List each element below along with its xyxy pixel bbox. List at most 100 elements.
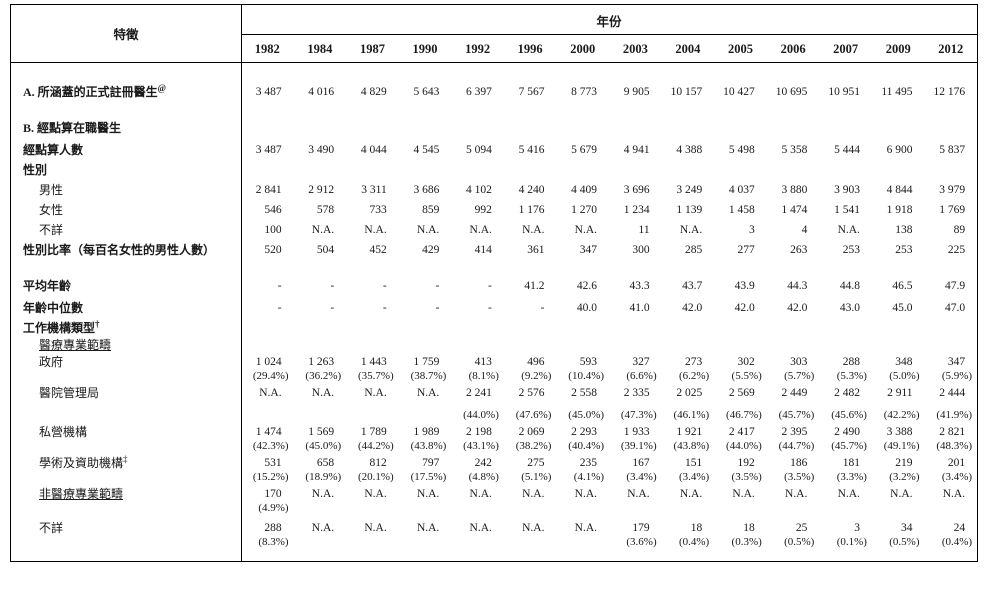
value-cell: 2 335 <box>623 387 650 399</box>
value-cell: - <box>277 302 282 314</box>
row-data: - - - - - 41.2 42.6 43.3 43.7 43.9 44.3 44.8 46.5 47.… <box>241 279 977 293</box>
table-row: 男性 2 841 2 912 3 311 3 686 4 102 4 240 4 409 3 6… <box>11 183 977 197</box>
value-cell: 192 <box>737 457 755 469</box>
value-cell: 2 821 <box>939 426 966 438</box>
value-cell: - <box>435 302 440 314</box>
percent-cell <box>294 535 347 549</box>
percent-cell <box>714 501 767 515</box>
value-cell: 2 911 <box>887 387 913 399</box>
percent-cell: (0.1%) <box>836 536 867 548</box>
value-cell: 302 <box>737 356 755 368</box>
percent-cell: (8.3%) <box>258 536 289 548</box>
percent-cell: (9.2%) <box>521 370 552 382</box>
value-cell: 41.2 <box>524 280 545 292</box>
year-column-header: 2004 <box>675 42 701 56</box>
value-cell: 2 198 <box>466 426 492 438</box>
value-cell: 42.0 <box>682 302 703 314</box>
percent-cell: (44.7%) <box>778 440 815 452</box>
value-cell: 452 <box>369 244 387 256</box>
value-cell: 1 458 <box>728 204 755 216</box>
row-data: 170 N.A. N.A. N.A. N.A. N.A. N.A. N.A. N.A. N.A. N… <box>241 487 977 515</box>
value-cell: 4 941 <box>623 144 650 156</box>
percent-cell: (0.3%) <box>731 536 762 548</box>
percent-cell: (43.1%) <box>463 440 499 452</box>
value-cell: 4 016 <box>308 86 335 98</box>
value-cell: 4 102 <box>466 184 492 196</box>
value-cell: 303 <box>790 356 808 368</box>
percent-cell: (38.2%) <box>515 440 552 452</box>
row-label: 女性 <box>11 203 241 217</box>
value-cell: 3 979 <box>939 184 966 196</box>
value-cell: 44.3 <box>787 280 808 292</box>
value-cell: 2 912 <box>308 184 335 196</box>
value-cell: 3 388 <box>886 426 913 438</box>
value-cell: 288 <box>842 356 860 368</box>
value-cell: N.A. <box>732 488 755 500</box>
year-columns-row: 1982 1984 1987 1990 1992 1996 2000 2003 2004 2005… <box>241 35 977 62</box>
value-cell: 520 <box>264 244 282 256</box>
value-cell: 2 025 <box>676 387 703 399</box>
percent-cell: (42.3%) <box>252 440 289 452</box>
value-cell: 89 <box>953 224 966 236</box>
row-label: 性別 <box>11 163 241 177</box>
percent-cell <box>346 501 399 515</box>
table-header: 特徵 年份 1982 1984 1987 1990 1992 1996 2000 2003 20… <box>11 5 977 63</box>
row-label-text: 醫療專業範疇 <box>39 338 112 352</box>
value-cell: N.A. <box>469 488 492 500</box>
value-cell: 201 <box>947 457 966 469</box>
percent-line: (4.9%) <box>241 501 977 515</box>
year-column-header: 2009 <box>885 42 911 56</box>
value-cell: N.A. <box>574 224 598 236</box>
value-cell: 812 <box>369 457 387 469</box>
value-cell: 1 263 <box>308 356 335 368</box>
value-cell: 253 <box>895 244 913 256</box>
value-cell: 12 176 <box>933 86 966 98</box>
value-cell: 42.6 <box>576 280 598 292</box>
year-column-header: 2012 <box>938 42 964 56</box>
value-cell: 1 789 <box>360 426 387 438</box>
percent-cell: (3.4%) <box>941 471 973 483</box>
percent-cell: (4.1%) <box>573 471 605 483</box>
value-cell: 5 416 <box>518 144 545 156</box>
percent-cell: (20.1%) <box>357 471 394 483</box>
value-cell: 288 <box>264 522 282 534</box>
percent-cell <box>346 535 399 549</box>
value-cell: 859 <box>422 204 440 216</box>
percent-cell: (46.7%) <box>726 409 762 421</box>
percent-cell <box>767 501 820 515</box>
value-cell: N.A. <box>364 387 387 399</box>
row-label-text: 不詳 <box>39 521 64 535</box>
value-cell: 43.7 <box>682 280 703 292</box>
doctors-statistics-table: 特徵 年份 1982 1984 1987 1990 1992 1996 2000 2003 20… <box>10 4 978 562</box>
value-cell: N.A. <box>679 488 703 500</box>
value-cell: 413 <box>474 356 492 368</box>
value-cell: 4 037 <box>728 184 755 196</box>
percent-cell: (45.0%) <box>305 440 342 452</box>
value-cell: 2 558 <box>571 387 598 399</box>
value-cell: 235 <box>579 457 598 469</box>
value-cell: 1 474 <box>255 426 282 438</box>
value-cell: 3 <box>854 522 860 534</box>
percent-cell: (45.6%) <box>831 409 867 421</box>
value-cell: N.A. <box>311 387 335 399</box>
percent-cell <box>451 501 504 515</box>
table-body: A. 所涵蓋的正式註冊醫生@ 3 487 4 016 4 829 5 643 6 397 7… <box>11 84 977 561</box>
percent-cell: (3.6%) <box>626 536 657 548</box>
percent-cell: (39.1%) <box>620 440 657 452</box>
percent-cell: (3.4%) <box>626 471 657 483</box>
value-cell: - <box>382 280 387 292</box>
year-column-header: 1990 <box>412 42 438 56</box>
percent-cell: (49.1%) <box>883 440 920 452</box>
value-cell: 253 <box>842 244 860 256</box>
row-label: 政府 <box>11 355 241 383</box>
percent-cell <box>241 408 294 422</box>
value-cell: 6 900 <box>886 144 913 156</box>
percent-cell <box>346 408 399 422</box>
footnote-marker: † <box>95 319 100 329</box>
value-cell: N.A. <box>364 488 387 500</box>
value-cell: N.A. <box>416 224 440 236</box>
value-cell: 361 <box>527 244 545 256</box>
value-line: 1 024 1 263 1 443 1 759 413 496 593 327 273 302 30… <box>241 355 977 369</box>
value-cell: 5 679 <box>571 144 598 156</box>
percent-cell <box>609 501 662 515</box>
